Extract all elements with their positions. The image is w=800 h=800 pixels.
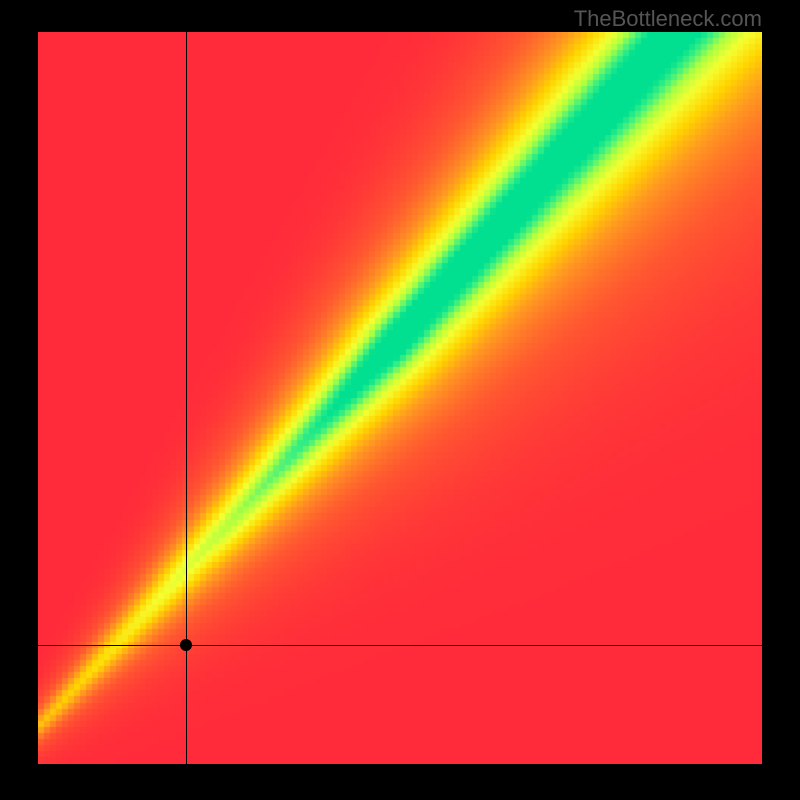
crosshair-horizontal	[38, 645, 762, 646]
heatmap-canvas	[38, 32, 762, 764]
crosshair-marker	[180, 639, 192, 651]
watermark-text: TheBottleneck.com	[574, 6, 762, 32]
heatmap-plot-area	[38, 32, 762, 764]
crosshair-vertical	[186, 32, 187, 764]
